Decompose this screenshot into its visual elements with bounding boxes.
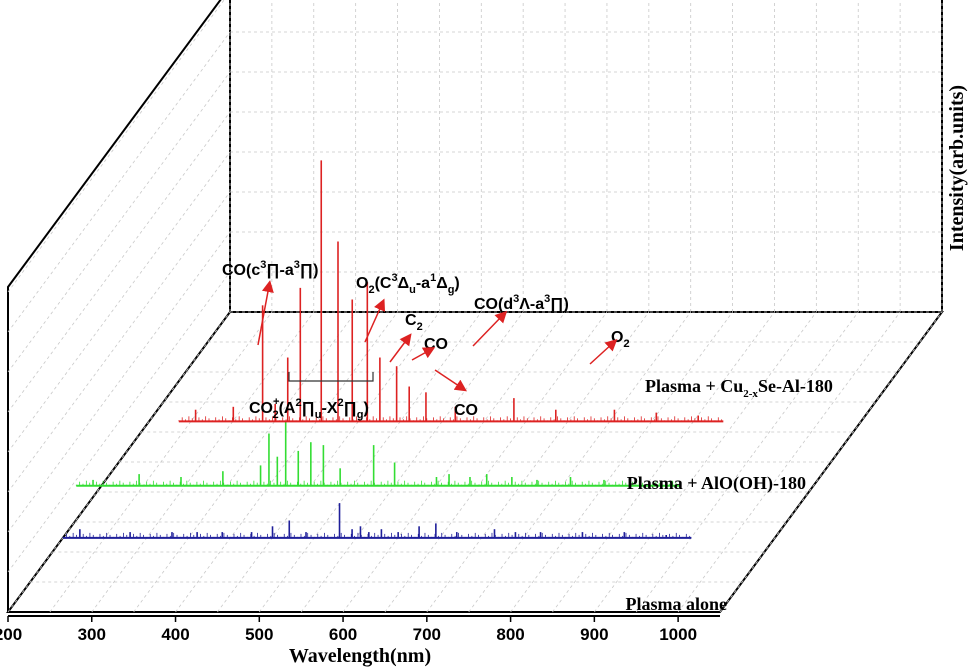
back-wall (941, 0, 943, 312)
annotation-arrow (389, 333, 412, 363)
annotation-co2-plus: CO+ 2(A2∏u-X2∏g) (249, 396, 369, 421)
floor-gridline (49, 311, 273, 613)
annotation-arrow (364, 298, 386, 343)
side-gridline (7, 71, 231, 373)
x-tick-label: 600 (329, 625, 357, 644)
annotation-arrow (472, 310, 508, 347)
x-tick-label: 700 (413, 625, 441, 644)
floor-gridline (300, 311, 524, 613)
x-tick-labels: 200 300 400 500 600 700 800 900 1000 (0, 616, 697, 644)
floor-gridline (677, 311, 901, 613)
annotation-arrows (257, 280, 618, 392)
floor-gridline (426, 311, 650, 613)
floor-gridline (468, 311, 692, 613)
z-axis-label: Intensity(arb.units) (946, 85, 968, 251)
floor-gridline (133, 311, 356, 613)
x-tick-label: 800 (496, 625, 524, 644)
annotation-c2: C2 (405, 312, 423, 333)
x-axis-label: Wavelength(nm) (289, 645, 431, 667)
annotation-co-d: CO(d3Λ-a3∏) (474, 293, 569, 313)
floor-gridline (635, 311, 859, 613)
annotation-arrow (411, 347, 436, 361)
co2-plus-bracket (288, 372, 374, 382)
x-tick-label: 900 (580, 625, 608, 644)
x-tick-label: 400 (161, 625, 189, 644)
spectra-group (62, 160, 724, 539)
x-tick-label: 200 (0, 625, 22, 644)
floor-gridline (510, 311, 733, 613)
x-tick-label: 1000 (659, 625, 697, 644)
series-label-aloh: Plasma + AlO(OH)-180 (627, 473, 806, 494)
floor-gridline (258, 311, 482, 613)
series-3 (178, 160, 724, 423)
x-tick-label: 300 (78, 625, 106, 644)
side-gridline (7, 151, 231, 453)
series-label-plasma-alone: Plasma alone (626, 594, 728, 614)
floor-gridline (594, 311, 817, 613)
side-gridline (7, 0, 225, 293)
annotation-co-c: CO(c3∏-a3∏) (222, 259, 318, 279)
annotation-o2-small: O2 (611, 329, 630, 350)
floor-gridline (175, 311, 398, 613)
side-gridline (7, 191, 231, 493)
annotation-arrow (434, 369, 467, 392)
left-wall (7, 0, 231, 612)
floor-gridline (91, 311, 315, 613)
annotation-arrow (257, 280, 274, 346)
side-gridline (7, 111, 231, 413)
side-gridline (7, 271, 231, 573)
side-gridline (7, 231, 231, 533)
x-tick-label: 500 (245, 625, 273, 644)
floor-gridline (217, 311, 440, 613)
annotation-co-red: CO (454, 402, 478, 419)
series-label-cu: Plasma + Cu2-xSe-Al-180 (645, 376, 833, 400)
floor-gridline (719, 311, 943, 613)
side-gridline (7, 31, 231, 333)
series-2 (75, 421, 680, 487)
floor-gridline (384, 311, 608, 613)
floor-gridline (552, 311, 775, 613)
series-1 (62, 503, 692, 539)
annotation-co-small: CO (424, 336, 448, 353)
annotation-o2-c: O2(C3Δu-a1Δg) (356, 272, 460, 296)
chart-grid (7, 0, 943, 613)
annotation-arrow (589, 338, 618, 365)
floor-gridline (342, 311, 566, 613)
